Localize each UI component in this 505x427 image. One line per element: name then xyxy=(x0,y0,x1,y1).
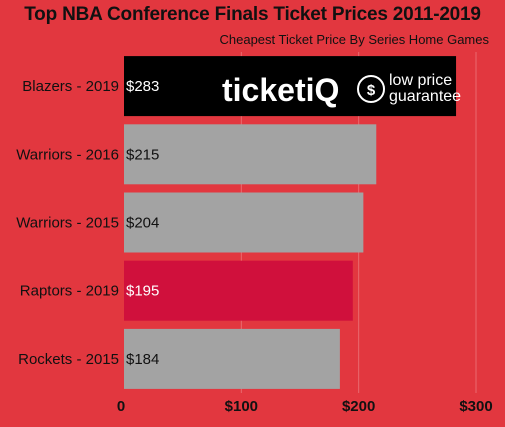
logo-tagline: low price xyxy=(389,72,452,89)
badge-icon xyxy=(357,75,385,103)
chart-subtitle: Cheapest Ticket Price By Series Home Gam… xyxy=(219,32,490,47)
x-tick-label: $200 xyxy=(342,398,375,415)
bar xyxy=(124,328,340,389)
bar xyxy=(124,56,457,117)
bar xyxy=(124,124,377,185)
logo-brand-suffix: iQ xyxy=(306,72,340,108)
value-label: $283 xyxy=(126,78,159,95)
category-label: Warriors - 2015 xyxy=(16,215,119,232)
x-tick-label: $100 xyxy=(225,398,258,415)
dollar-icon: $ xyxy=(367,82,376,99)
value-label: $195 xyxy=(126,283,159,300)
bar xyxy=(124,260,353,321)
category-label: Warriors - 2016 xyxy=(16,146,119,163)
category-labels: Blazers - 2019 Warriors - 2016 Warriors - … xyxy=(16,78,119,368)
logo-brand: ticketiQ xyxy=(222,72,339,108)
chart-title: Top NBA Conference Finals Ticket Prices … xyxy=(24,4,481,25)
logo-tagline: guarantee xyxy=(389,88,461,105)
value-label: $215 xyxy=(126,146,159,163)
category-label: Raptors - 2019 xyxy=(20,283,119,300)
value-label: $204 xyxy=(126,215,159,232)
x-tick-label: $300 xyxy=(459,398,492,415)
category-label: Blazers - 2019 xyxy=(22,78,119,95)
value-labels: $283 $215 $204 $195 $184 xyxy=(126,78,159,368)
bars xyxy=(124,56,457,389)
x-tick-label: 0 xyxy=(117,398,125,415)
bar xyxy=(124,192,364,253)
category-label: Rockets - 2015 xyxy=(18,351,119,368)
value-label: $184 xyxy=(126,351,159,368)
x-axis-ticks: 0 $100 $200 $300 xyxy=(117,398,493,415)
